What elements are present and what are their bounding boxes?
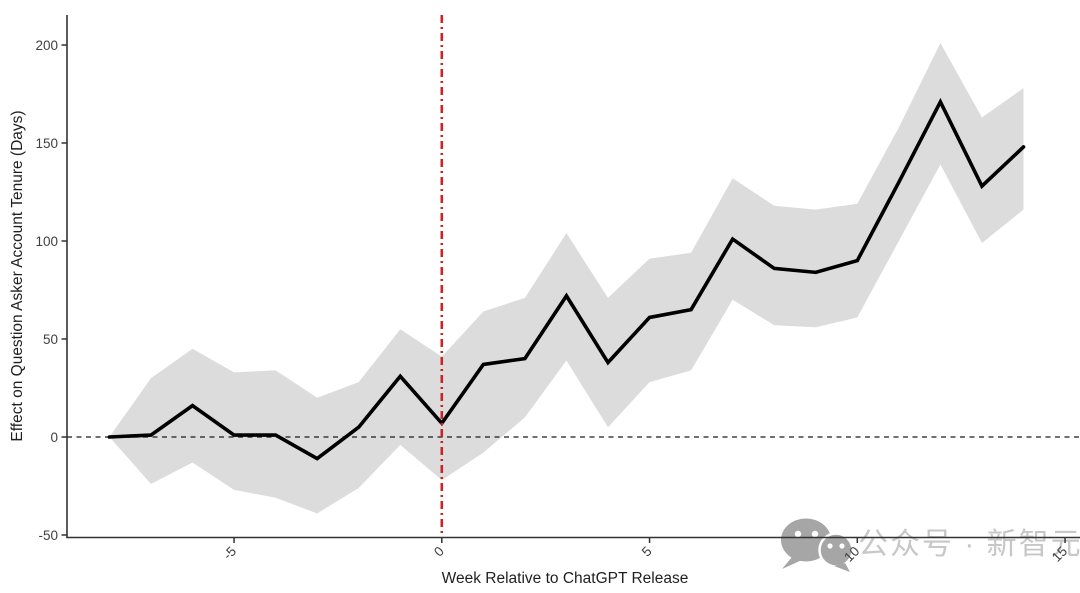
y-tick-label: 200 bbox=[35, 38, 58, 53]
y-tick-label: 50 bbox=[43, 332, 58, 347]
watermark: 公众号 · 新智元 bbox=[781, 518, 1080, 572]
watermark-text: 公众号 · 新智元 bbox=[858, 528, 1080, 561]
effect-line-path bbox=[107, 97, 1026, 461]
y-tick-label: -50 bbox=[38, 528, 58, 543]
x-tick-label: 0 bbox=[431, 544, 447, 560]
effect-line bbox=[107, 97, 1026, 461]
y-axis-title: Effect on Question Asker Account Tenure … bbox=[9, 110, 26, 441]
wechat-icon bbox=[781, 518, 854, 572]
y-tick-label: 150 bbox=[35, 136, 58, 151]
confidence-band-area bbox=[109, 43, 1024, 514]
confidence-band bbox=[109, 43, 1024, 514]
x-tick-label: 5 bbox=[639, 544, 655, 560]
x-tick-label: -5 bbox=[220, 544, 239, 563]
y-tick-label: 0 bbox=[50, 430, 58, 445]
y-tick-label: 100 bbox=[35, 234, 58, 249]
x-axis-title: Week Relative to ChatGPT Release bbox=[442, 570, 689, 587]
